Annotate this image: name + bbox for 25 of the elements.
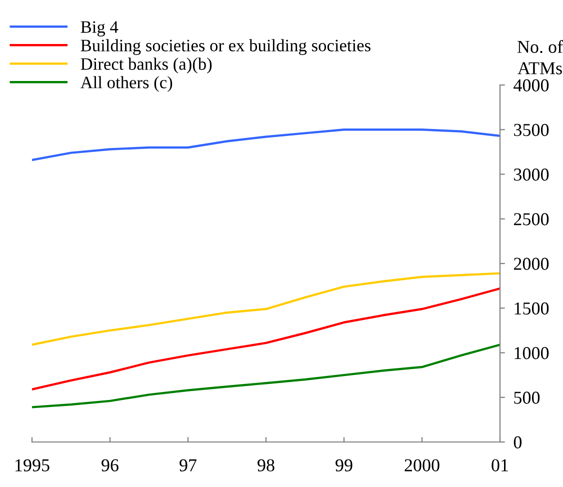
legend-label: Direct banks (a)(b) (80, 58, 212, 74)
y-tick-label: 1000 (514, 347, 549, 360)
x-tick-label: 99 (336, 459, 352, 472)
legend-label: Big 4 (80, 21, 118, 36)
y-tick-label: 500 (514, 392, 540, 404)
line-series (32, 344, 500, 408)
x-tick-label: 98 (258, 459, 274, 472)
line-series (32, 287, 500, 390)
x-tick-label: 2000 (404, 459, 440, 472)
y-axis-title: No. of ATMs (517, 40, 563, 74)
y-tick-label: 2500 (514, 213, 549, 226)
x-tick-label: 97 (180, 459, 197, 472)
legend-label: Building societies or ex building societies (80, 39, 370, 55)
x-tick-label: 96 (102, 459, 118, 472)
line-series (32, 128, 500, 162)
x-tick-label: 1995 (16, 459, 50, 472)
legend-label: All others (c) (80, 76, 172, 92)
y-tick-label: 2000 (514, 258, 549, 270)
y-tick-label: 0 (514, 436, 522, 448)
y-tick-label: 4000 (514, 79, 549, 92)
x-tick-label: 01 (492, 459, 508, 472)
y-tick-label: 3500 (514, 124, 549, 136)
y-tick-label: 3000 (514, 168, 549, 181)
y-tick-label: 1500 (514, 302, 549, 315)
line-series (32, 272, 500, 346)
